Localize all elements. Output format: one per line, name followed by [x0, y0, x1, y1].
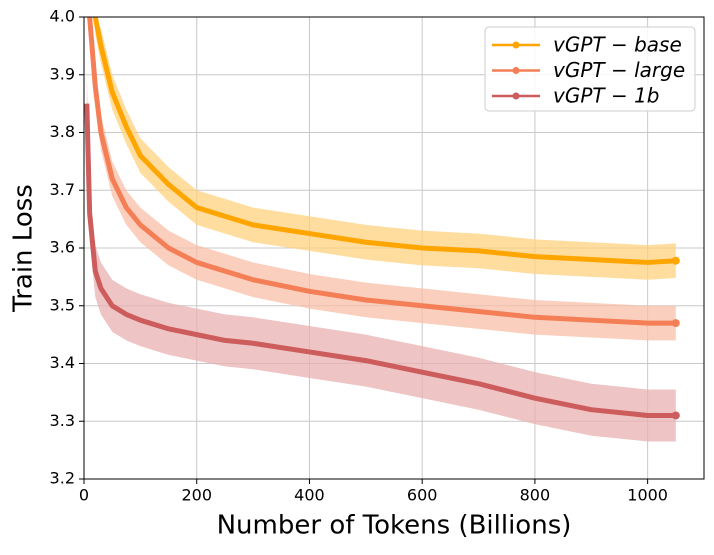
x-tick-label: 800 [520, 486, 551, 505]
line [92, 17, 676, 265]
end-marker [671, 411, 680, 420]
end-marker [671, 319, 680, 328]
line [84, 103, 676, 418]
y-tick-label: 3.9 [50, 64, 75, 83]
line [87, 17, 676, 326]
legend-marker [512, 41, 520, 49]
x-tick-label: 1000 [627, 486, 668, 505]
y-tick-label: 4.0 [50, 7, 75, 26]
legend-label: vGPT − large [553, 58, 685, 82]
band [89, 17, 676, 341]
x-axis-label: Number of Tokens (Billions) [217, 511, 572, 541]
end-marker [671, 256, 680, 265]
band [95, 17, 676, 280]
y-tick-label: 3.3 [50, 411, 75, 430]
legend-box [484, 26, 696, 112]
legend-label: vGPT − base [553, 33, 682, 57]
y-tick-label: 3.4 [50, 353, 75, 372]
y-tick-label: 3.5 [50, 295, 75, 314]
band [86, 74, 676, 442]
x-tick-label: 200 [181, 486, 212, 505]
y-tick-label: 3.8 [50, 122, 75, 141]
y-tick-label: 3.6 [50, 238, 75, 257]
axes: 0 200 400 600 800 1000 3.2 3.3 3.4 3.5 3.6 3.7 3.8 3.… [50, 7, 668, 505]
x-tick-label: 400 [294, 486, 325, 505]
y-axis-label: Train Loss [9, 184, 39, 313]
x-tick-label: 600 [407, 486, 438, 505]
y-tick-label: 3.7 [50, 180, 75, 199]
legend-marker [512, 67, 520, 74]
plot-area [84, 17, 680, 442]
y-tick-label: 3.2 [50, 469, 75, 488]
legend-label: vGPT − 1b [553, 84, 660, 108]
x-tick-label: 0 [79, 486, 89, 505]
legend-marker [512, 92, 520, 100]
